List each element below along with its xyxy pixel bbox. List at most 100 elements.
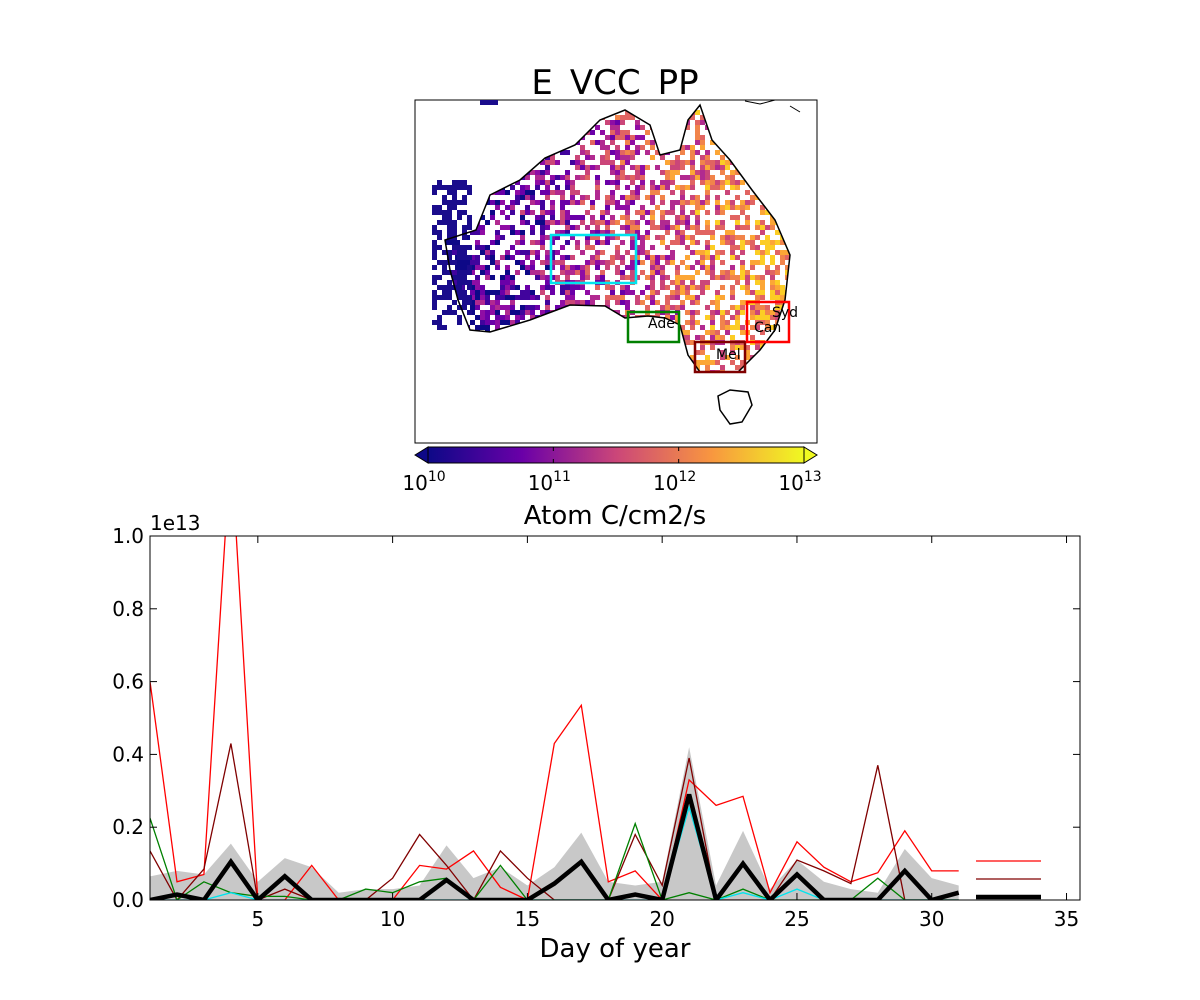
heat-cell bbox=[650, 210, 655, 215]
heat-cell bbox=[462, 290, 467, 295]
heat-cell bbox=[525, 305, 530, 310]
heat-cell bbox=[570, 300, 575, 305]
heat-cell bbox=[650, 290, 655, 295]
heat-cell bbox=[530, 295, 535, 300]
heat-cell bbox=[680, 165, 685, 170]
heat-cell bbox=[720, 320, 725, 325]
heat-cell bbox=[770, 275, 775, 280]
heat-cell bbox=[645, 275, 650, 280]
heat-cell bbox=[515, 250, 520, 255]
heat-cell bbox=[720, 260, 725, 265]
heat-cell bbox=[470, 305, 475, 310]
heat-cell bbox=[720, 225, 725, 230]
heat-cell bbox=[467, 295, 472, 300]
heat-cell bbox=[620, 175, 625, 180]
heat-cell bbox=[467, 185, 472, 190]
heat-cell bbox=[520, 235, 525, 240]
heat-cell bbox=[550, 210, 555, 215]
heat-cell bbox=[500, 275, 505, 280]
heat-cell bbox=[720, 365, 725, 370]
heat-cell bbox=[630, 230, 635, 235]
heat-cell bbox=[615, 170, 620, 175]
heat-cell bbox=[735, 170, 740, 175]
heat-cell bbox=[510, 185, 515, 190]
heat-cell bbox=[765, 315, 770, 320]
heat-cell bbox=[515, 230, 520, 235]
heat-cell bbox=[720, 350, 725, 355]
heat-cell bbox=[620, 195, 625, 200]
heat-cell bbox=[442, 295, 447, 300]
heat-cell bbox=[735, 205, 740, 210]
heat-cell bbox=[625, 150, 630, 155]
heat-cell bbox=[625, 175, 630, 180]
heat-cell bbox=[655, 185, 660, 190]
heat-cell bbox=[467, 245, 472, 250]
heat-cell bbox=[745, 285, 750, 290]
heat-cell bbox=[525, 285, 530, 290]
heat-cell bbox=[620, 165, 625, 170]
heat-cell bbox=[750, 200, 755, 205]
heat-cell bbox=[595, 295, 600, 300]
heat-cell bbox=[535, 295, 540, 300]
heat-cell bbox=[555, 160, 560, 165]
heat-cell bbox=[755, 325, 760, 330]
heat-cell bbox=[725, 190, 730, 195]
heat-cell bbox=[665, 260, 670, 265]
heat-cell bbox=[620, 215, 625, 220]
heat-cell bbox=[505, 295, 510, 300]
heat-cell bbox=[510, 285, 515, 290]
heat-cell bbox=[675, 320, 680, 325]
heat-cell bbox=[690, 340, 695, 345]
heat-cell bbox=[575, 190, 580, 195]
heat-cell bbox=[480, 300, 485, 305]
heat-cell bbox=[645, 210, 650, 215]
heat-cell bbox=[665, 245, 670, 250]
heat-cell bbox=[595, 285, 600, 290]
heat-cell bbox=[570, 180, 575, 185]
heat-cell bbox=[640, 175, 645, 180]
heat-cell bbox=[685, 320, 690, 325]
heat-cell bbox=[730, 255, 735, 260]
heat-cell bbox=[610, 215, 615, 220]
heat-cell bbox=[485, 310, 490, 315]
heat-cell bbox=[510, 305, 515, 310]
heat-cell bbox=[585, 240, 590, 245]
heat-cell bbox=[710, 245, 715, 250]
heat-cell bbox=[575, 300, 580, 305]
heat-cell bbox=[745, 215, 750, 220]
heat-cell bbox=[447, 220, 452, 225]
heat-cell bbox=[675, 280, 680, 285]
heat-cell bbox=[735, 185, 740, 190]
heat-cell bbox=[575, 200, 580, 205]
heat-cell bbox=[457, 280, 462, 285]
edge-cells bbox=[480, 100, 498, 105]
heat-cell bbox=[685, 290, 690, 295]
heat-cell bbox=[745, 200, 750, 205]
heat-cell bbox=[585, 260, 590, 265]
heat-cell bbox=[640, 125, 645, 130]
heat-cell bbox=[660, 215, 665, 220]
heat-cell bbox=[560, 150, 565, 155]
heat-cell bbox=[457, 295, 462, 300]
heat-cell bbox=[510, 295, 515, 300]
heat-cell bbox=[432, 245, 437, 250]
y-ticks: 0.0 0.2 0.4 0.6 0.8 1.0 bbox=[112, 524, 1080, 912]
timeseries-panel: 5 10 15 20 25 30 35 0.0 0.2 0.4 0.6 0.8 1.0 1e13 Da… bbox=[112, 511, 1081, 964]
heat-cell bbox=[730, 270, 735, 275]
heat-cell bbox=[605, 220, 610, 225]
heat-cell bbox=[442, 250, 447, 255]
heat-cell bbox=[500, 210, 505, 215]
heat-cell bbox=[720, 275, 725, 280]
heat-cell bbox=[635, 295, 640, 300]
heat-cell bbox=[585, 210, 590, 215]
heat-cell bbox=[457, 250, 462, 255]
heat-cell bbox=[695, 270, 700, 275]
heat-cell bbox=[457, 290, 462, 295]
heat-cell bbox=[437, 315, 442, 320]
heat-cell bbox=[635, 300, 640, 305]
heat-cell bbox=[640, 185, 645, 190]
heat-cell bbox=[605, 265, 610, 270]
heat-cell bbox=[635, 195, 640, 200]
heat-cell bbox=[450, 250, 455, 255]
heat-cell bbox=[685, 285, 690, 290]
